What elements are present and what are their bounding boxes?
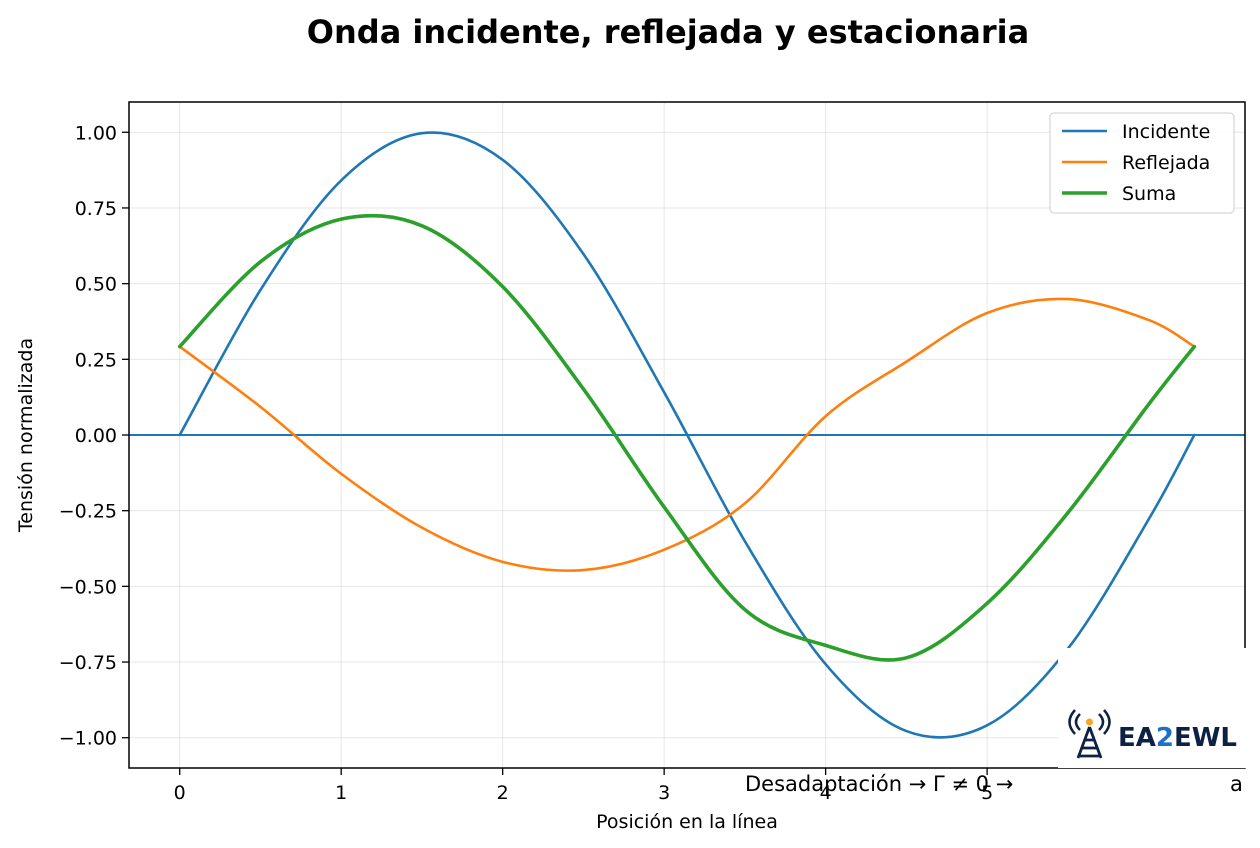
- y-tick-label: −0.75: [59, 652, 117, 674]
- series-reflejada-line: [178, 297, 1196, 572]
- x-tick-label: 1: [335, 782, 347, 804]
- series-lines: [177, 131, 1197, 739]
- y-tick-label: 1.00: [75, 122, 117, 144]
- y-tick-label: 0.00: [75, 425, 117, 447]
- radio-tower-icon: [1068, 709, 1111, 759]
- x-tick-label: 4: [820, 782, 832, 804]
- series-suma-line: [177, 213, 1197, 662]
- annotation-tail: a: [1230, 772, 1243, 796]
- x-axis-label: Posición en la línea: [596, 811, 778, 833]
- series-incidente-line: [178, 131, 1196, 739]
- x-tick-label: 0: [174, 782, 186, 804]
- logo-text-ewl: EWL: [1174, 723, 1237, 753]
- ea2ewl-logo: EA2EWL: [1058, 648, 1260, 768]
- y-tick-label: −0.50: [59, 576, 117, 598]
- logo-text-2: 2: [1156, 723, 1174, 753]
- annotation-text: Desadaptación → Γ ≠ 0 →: [745, 772, 1013, 796]
- legend-label-suma: Suma: [1122, 183, 1176, 205]
- chart-title: Onda incidente, reflejada y estacionaria: [307, 13, 1029, 51]
- y-tick-label: 0.25: [75, 349, 117, 371]
- y-tick-label: −0.25: [59, 501, 117, 523]
- legend-label-incidente: Incidente: [1122, 121, 1210, 143]
- x-tick-label: 5: [981, 782, 993, 804]
- ticks: 0 1 2 3 4 5 1.00 0.75 0.50 0.25 0.00 −0.25 −0.50 −0.7…: [59, 122, 993, 804]
- legend: Incidente Reflejada Suma: [1049, 112, 1235, 214]
- plot-area: 0 1 2 3 4 5 1.00 0.75 0.50 0.25 0.00 −0.25 −0.50 −0.7…: [59, 101, 1246, 804]
- y-tick-label: −1.00: [59, 728, 117, 750]
- y-tick-label: 0.50: [75, 274, 117, 296]
- x-tick-label: 2: [497, 782, 509, 804]
- logo-text-ea: EA: [1118, 723, 1156, 753]
- x-tick-label: 3: [658, 782, 670, 804]
- legend-label-reflejada: Reflejada: [1122, 152, 1210, 174]
- legend-box: [1049, 112, 1235, 214]
- y-tick-label: 0.75: [75, 198, 117, 220]
- logo-wordmark: EA2EWL: [1118, 723, 1237, 753]
- y-axis-label: Tensión normalizada: [15, 338, 37, 533]
